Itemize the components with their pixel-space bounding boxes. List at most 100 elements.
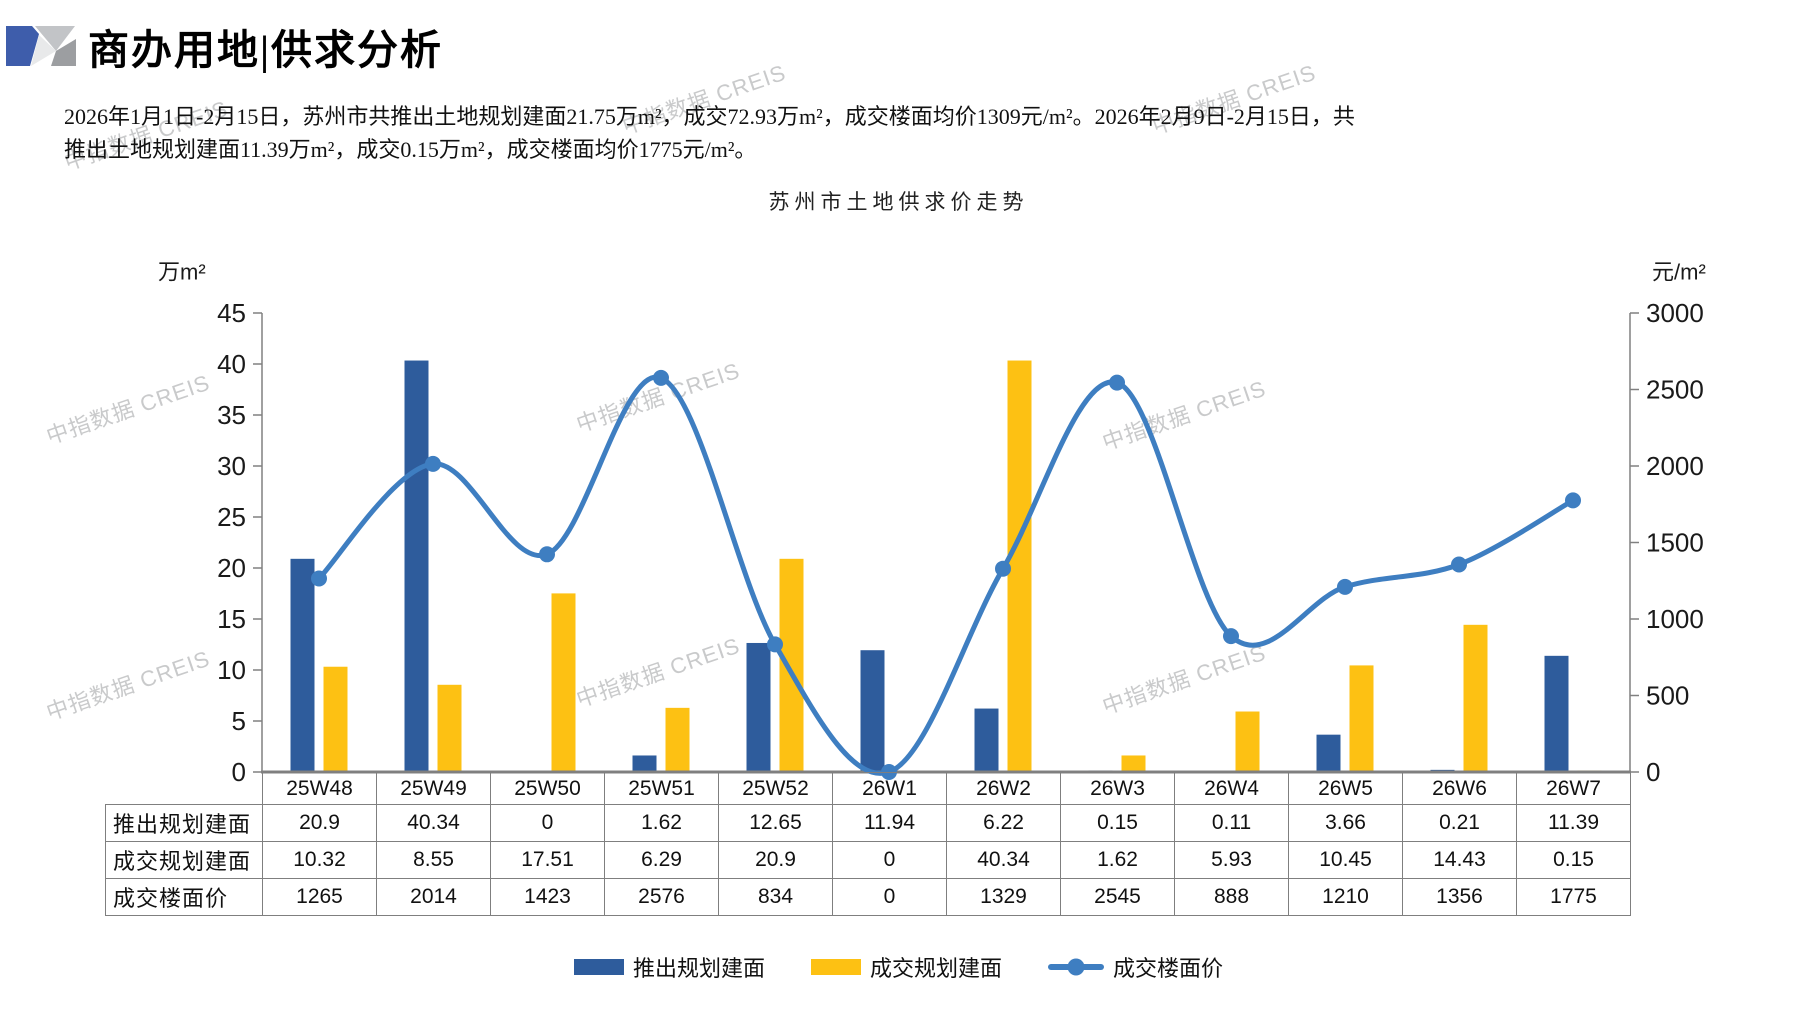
- line-marker-25W51: [653, 369, 669, 386]
- right-axis-unit-label: 元/m²: [1652, 260, 1706, 285]
- line-marker-26W2: [995, 560, 1011, 577]
- line-marker-26W7: [1565, 492, 1581, 509]
- table-corner-empty: [106, 773, 263, 805]
- table-cell: 1.62: [1060, 841, 1175, 879]
- left-axis-tick-label: 35: [217, 400, 246, 430]
- bar-推出规划建面-26W1: [860, 650, 885, 772]
- bar-成交规划建面-26W5: [1349, 665, 1374, 772]
- bar-推出规划建面-26W7: [1544, 655, 1569, 772]
- bar-推出规划建面-25W49: [404, 360, 429, 772]
- left-axis-unit-label: 万m²: [158, 260, 206, 285]
- table-cell: 1265: [262, 878, 377, 916]
- table-cell: 5.93: [1174, 841, 1289, 879]
- table-cell: 2545: [1060, 878, 1175, 916]
- row-header-推出规划建面: 推出规划建面: [105, 804, 263, 842]
- logo-lightgray-triangle: [35, 26, 75, 51]
- table-cell: 1329: [946, 878, 1061, 916]
- table-cell: 11.39: [1516, 804, 1631, 842]
- bar-成交规划建面-26W2: [1007, 360, 1032, 772]
- bar-成交规划建面-25W50: [551, 593, 576, 772]
- table-cell: 1775: [1516, 878, 1631, 916]
- price-line: [316, 374, 1576, 776]
- bar-推出规划建面-26W5: [1316, 734, 1341, 772]
- category-label-25W50: 25W50: [490, 772, 605, 805]
- table-cell: 6.29: [604, 841, 719, 879]
- left-axis-tick-label: 25: [217, 502, 246, 532]
- left-axis-tick-label: 40: [217, 349, 246, 379]
- legend-line-dot: [1067, 958, 1085, 976]
- left-axis-tick-label: 5: [232, 706, 246, 736]
- table-cell: 1210: [1288, 878, 1403, 916]
- right-axis-tick-label: 1000: [1646, 604, 1704, 634]
- table-cell: 1.62: [604, 804, 719, 842]
- table-cell: 40.34: [946, 841, 1061, 879]
- bar-成交规划建面-26W4: [1235, 711, 1260, 772]
- summary-line-1: 2026年1月1日-2月15日，苏州市共推出土地规划建面21.75万m²，成交7…: [64, 104, 1355, 129]
- line-marker-25W50: [539, 546, 555, 563]
- chart-title: 苏州市土地供求价走势: [768, 190, 1029, 214]
- table-cell: 2576: [604, 878, 719, 916]
- bar-成交规划建面-25W48: [323, 666, 348, 772]
- table-cell: 12.65: [718, 804, 833, 842]
- right-axis-tick-label: 2000: [1646, 451, 1704, 481]
- right-axis-tick-label: 0: [1646, 757, 1660, 787]
- line-marker-26W3: [1109, 374, 1125, 391]
- table-cell: 8.55: [376, 841, 491, 879]
- bar-推出规划建面-26W2: [974, 708, 999, 772]
- bar-推出规划建面-25W51: [632, 755, 657, 772]
- logo-palegray-triangle: [31, 35, 56, 66]
- logo-midgray-shape: [51, 39, 76, 66]
- table-cell: 14.43: [1402, 841, 1517, 879]
- bar-成交规划建面-25W51: [665, 707, 690, 772]
- right-axis-tick-label: 1500: [1646, 528, 1704, 558]
- chart-data-table: 25W48 25W49 25W50 25W51 25W52 26W1 26W2 26W3 26W…: [105, 772, 1631, 916]
- summary-line-2: 推出土地规划建面11.39万m²，成交0.15万m²，成交楼面均价1775元/m…: [64, 137, 757, 162]
- category-label-26W1: 26W1: [832, 772, 947, 805]
- bar-成交规划建面-25W49: [437, 684, 462, 772]
- table-cell: 10.45: [1288, 841, 1403, 879]
- line-marker-26W4: [1223, 628, 1239, 645]
- left-axis-tick-label: 20: [217, 553, 246, 583]
- table-cell: 0: [490, 804, 605, 842]
- left-axis-tick-label: 45: [217, 298, 246, 328]
- category-label-26W4: 26W4: [1174, 772, 1289, 805]
- category-label-26W2: 26W2: [946, 772, 1061, 805]
- table-cell: 20.9: [262, 804, 377, 842]
- category-label-25W48: 25W48: [262, 772, 377, 805]
- table-cell: 0.15: [1060, 804, 1175, 842]
- right-axis-tick-label: 500: [1646, 681, 1689, 711]
- table-cell: 1423: [490, 878, 605, 916]
- logo-blue-shape: [6, 26, 39, 66]
- category-label-26W7: 26W7: [1516, 772, 1631, 805]
- row-header-成交规划建面: 成交规划建面: [105, 841, 263, 879]
- legend-bar-swatch: [573, 959, 624, 975]
- left-axis-tick-label: 10: [217, 655, 246, 685]
- table-cell: 834: [718, 878, 833, 916]
- table-cell: 1356: [1402, 878, 1517, 916]
- legend-label: 成交规划建面: [869, 956, 1002, 981]
- chart-legend: 推出规划建面 成交规划建面 成交楼面价: [0, 947, 1797, 987]
- bar-成交规划建面-26W3: [1121, 755, 1146, 772]
- bar-推出规划建面-25W48: [290, 558, 315, 772]
- bar-推出规划建面-25W52: [746, 642, 771, 772]
- table-cell: 2014: [376, 878, 491, 916]
- page-title: 商办用地|供求分析: [88, 27, 444, 73]
- bar-成交规划建面-25W52: [779, 558, 804, 772]
- legend-item-成交楼面价: 成交楼面价: [1048, 951, 1223, 983]
- table-cell: 11.94: [832, 804, 947, 842]
- line-marker-25W49: [425, 455, 441, 472]
- category-label-25W51: 25W51: [604, 772, 719, 805]
- legend-item-成交规划建面: 成交规划建面: [810, 951, 1002, 983]
- line-marker-25W48: [311, 570, 327, 587]
- table-cell: 888: [1174, 878, 1289, 916]
- left-axis-tick-label: 30: [217, 451, 246, 481]
- left-axis-tick-label: 0: [232, 757, 246, 787]
- table-cell: 6.22: [946, 804, 1061, 842]
- category-label-25W49: 25W49: [376, 772, 491, 805]
- creis-logo-icon: [6, 26, 76, 66]
- table-cell: 0: [832, 878, 947, 916]
- line-marker-26W5: [1337, 578, 1353, 595]
- row-header-成交楼面价: 成交楼面价: [105, 878, 263, 916]
- table-cell: 3.66: [1288, 804, 1403, 842]
- table-cell: 0.11: [1174, 804, 1289, 842]
